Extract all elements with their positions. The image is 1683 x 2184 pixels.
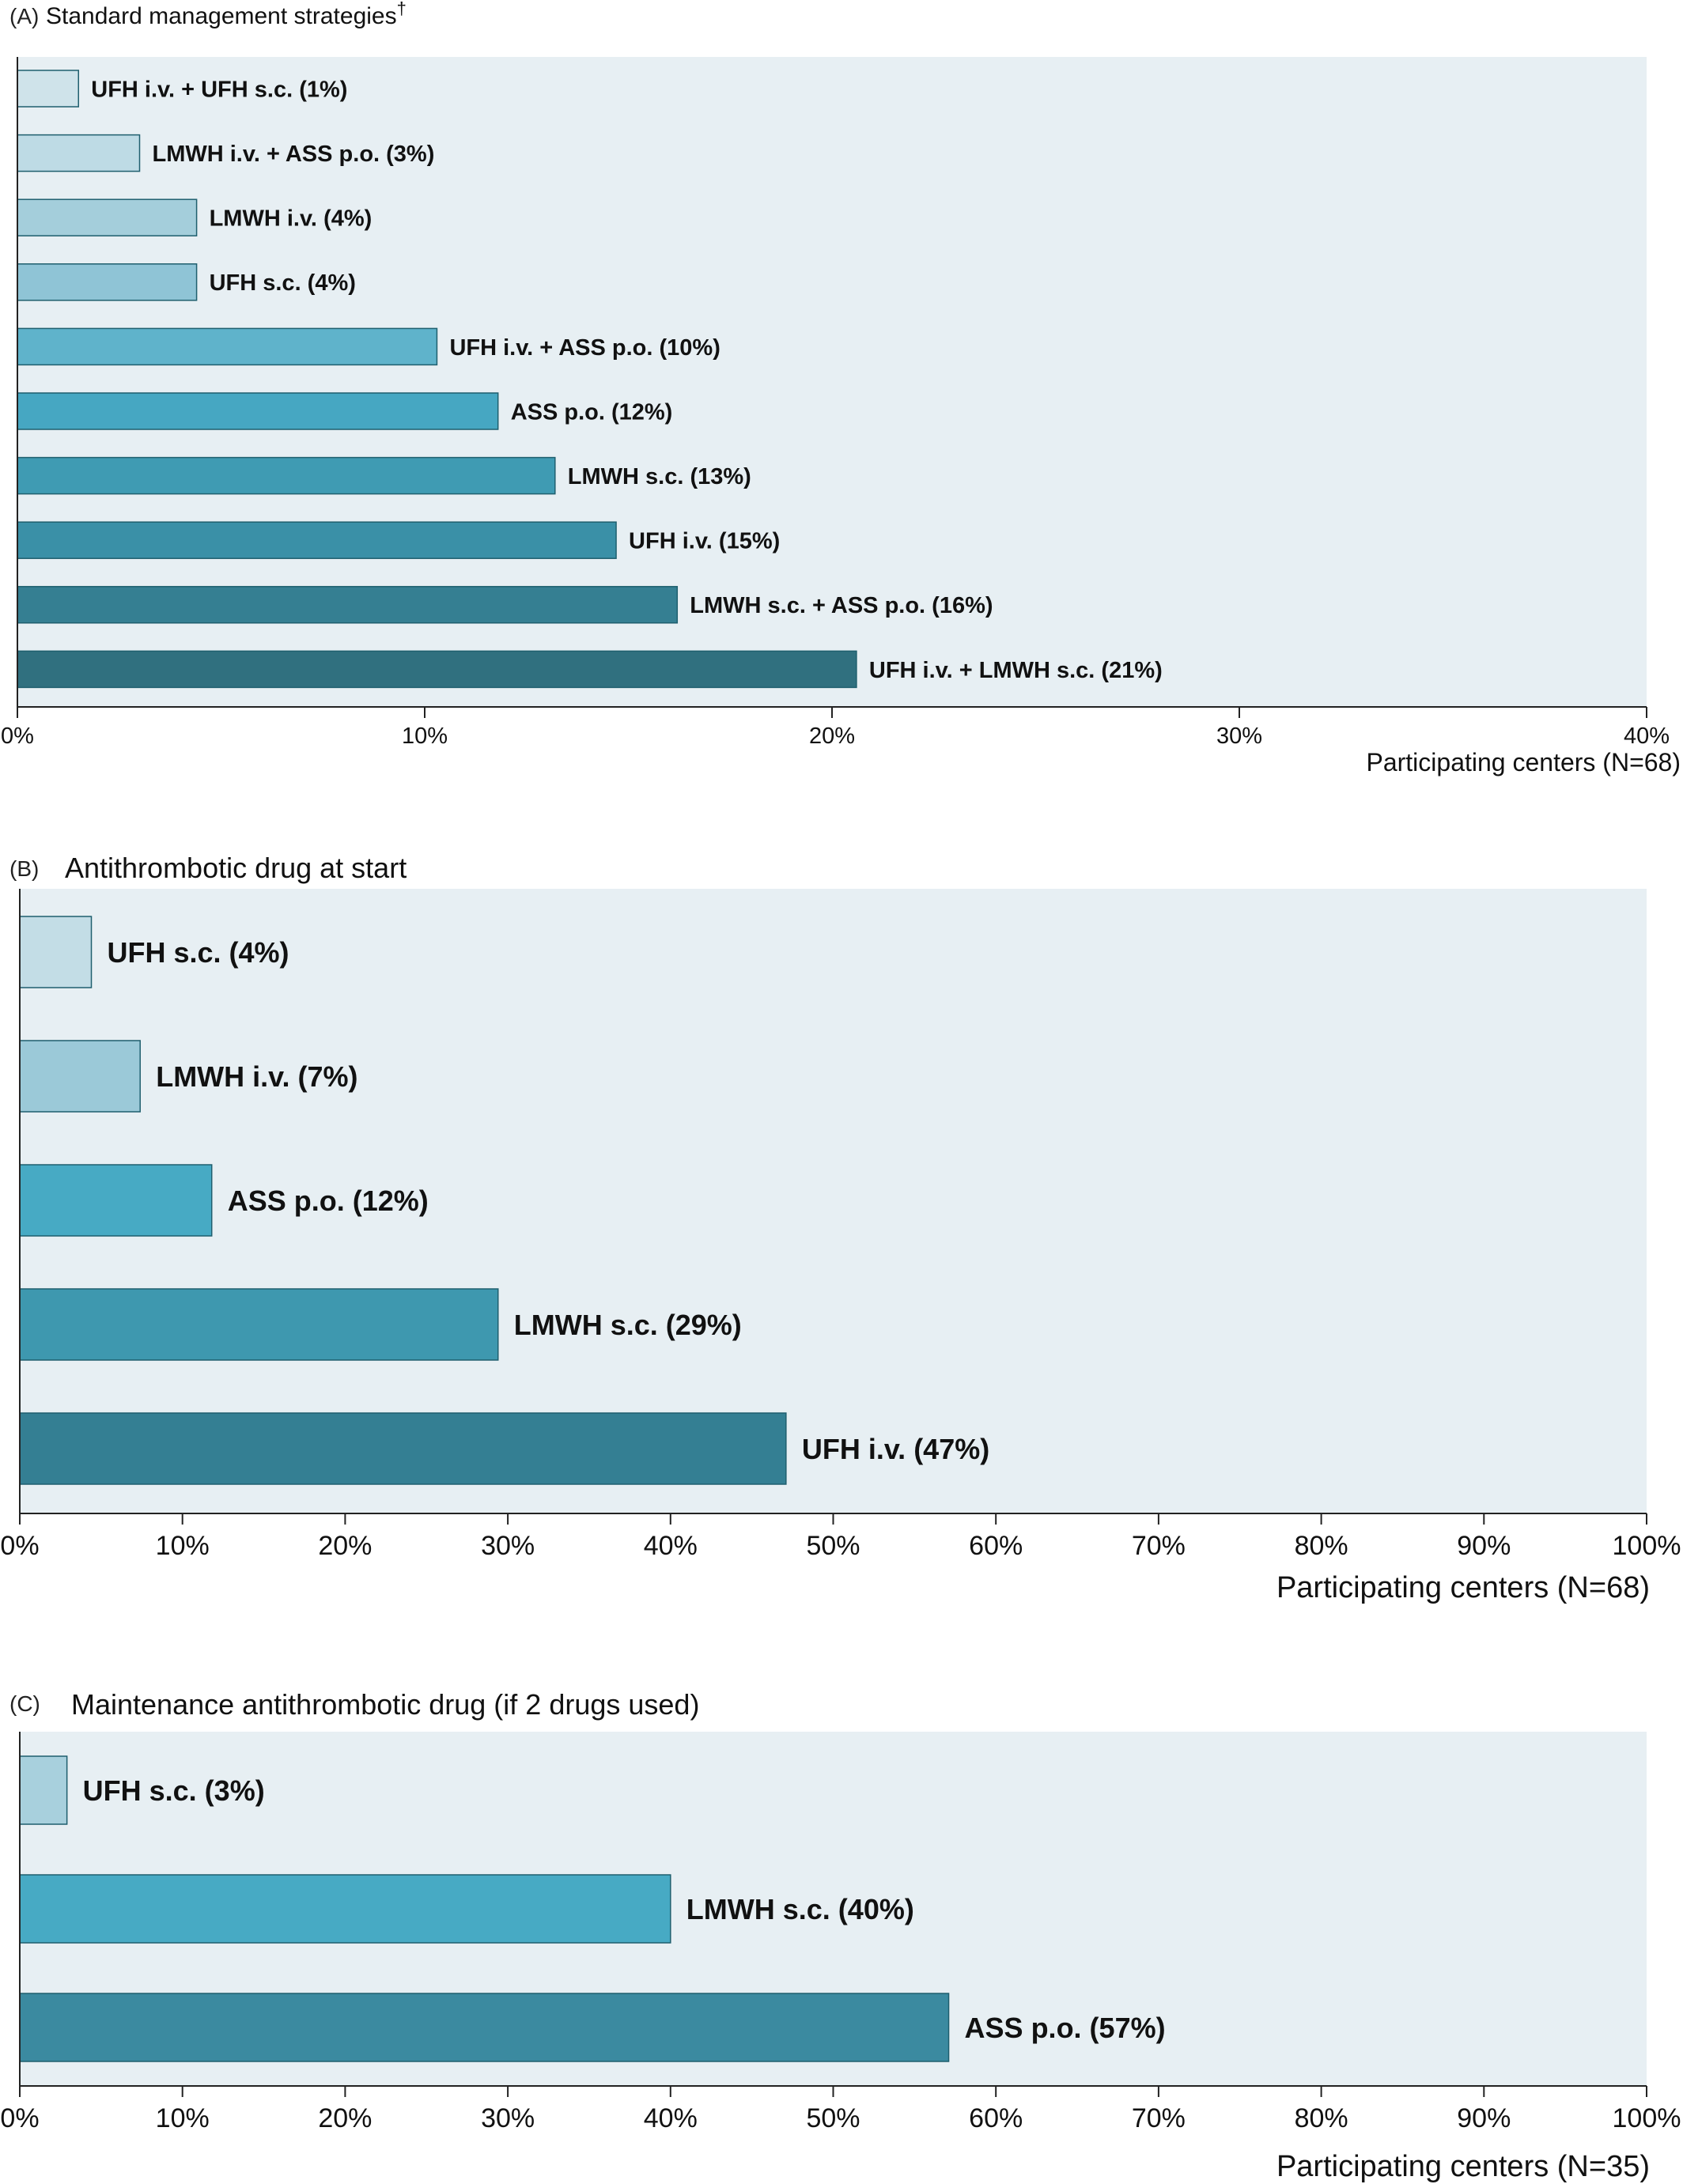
bar-label: LMWH s.c. (40%) — [686, 1893, 914, 1925]
bar — [17, 521, 617, 559]
bar-label: ASS p.o. (57%) — [965, 2012, 1166, 2044]
x-tick-label: 0% — [1, 724, 34, 749]
bar-label: UFH i.v. (47%) — [802, 1433, 989, 1465]
bar — [19, 1288, 499, 1361]
x-tick-label: 70% — [1132, 2103, 1186, 2133]
x-tick-label: 30% — [481, 2103, 535, 2133]
panel-b-xlabel: Participating centers (N=68) — [1276, 1571, 1650, 1604]
bar — [17, 263, 198, 301]
panel-a-axes — [17, 57, 1647, 718]
bar-label: ASS p.o. (12%) — [228, 1185, 429, 1217]
panel-a-bars — [17, 70, 857, 689]
bar-label: LMWH i.v. (4%) — [210, 206, 373, 232]
x-tick-label: 100% — [1613, 2103, 1681, 2133]
panel-a-xlabel: Participating centers (N=68) — [1366, 748, 1681, 776]
panel-c-letter: (C) — [9, 1691, 40, 1716]
bar — [17, 134, 141, 172]
bar-label: LMWH s.c. (29%) — [514, 1309, 742, 1341]
panel-a-letter: (A) — [9, 4, 39, 28]
x-tick-label: 20% — [318, 1531, 372, 1561]
panel-a-title-text: Standard management strategies — [46, 3, 397, 29]
bar — [19, 1993, 950, 2062]
bar-label: UFH i.v. + UFH s.c. (1%) — [91, 77, 347, 102]
x-tick-label: 30% — [1216, 724, 1262, 749]
panel-a-title: Standard management strategies† — [46, 0, 407, 29]
bar — [17, 650, 857, 689]
bar-label: UFH i.v. + LMWH s.c. (21%) — [869, 658, 1163, 683]
bar — [19, 1164, 213, 1237]
x-tick-label: 20% — [318, 2103, 372, 2133]
x-tick-label: 10% — [156, 2103, 210, 2133]
panel-a-tick-labels: 0% 10% 20% 30% 40% — [1, 724, 1670, 749]
bar-label: LMWH s.c. (13%) — [568, 464, 751, 489]
x-tick-label: 100% — [1613, 1531, 1681, 1561]
bar-label: UFH i.v. + ASS p.o. (10%) — [449, 335, 720, 361]
panel-c-title: Maintenance antithrombotic drug (if 2 dr… — [71, 1688, 699, 1721]
x-tick-label: 30% — [481, 1531, 535, 1561]
bar-label: LMWH s.c. + ASS p.o. (16%) — [690, 593, 993, 618]
panel-a-bar-labels: UFH i.v. + UFH s.c. (1%) LMWH i.v. + ASS … — [91, 77, 1163, 682]
panel-a: (A) Standard management strategies† UFH … — [1, 0, 1681, 776]
panel-b-bar-labels: UFH s.c. (4%) LMWH i.v. (7%) ASS p.o. (12%… — [108, 936, 990, 1465]
bar — [17, 586, 679, 624]
x-tick-label: 0% — [0, 2103, 39, 2133]
panel-c-xlabel: Participating centers (N=35) — [1276, 2150, 1650, 2183]
panel-a-title-sup: † — [397, 0, 407, 18]
panel-b-plot-area — [20, 889, 1647, 1513]
bar — [19, 1040, 141, 1113]
x-tick-label: 50% — [806, 2103, 860, 2133]
bar — [19, 1874, 671, 1944]
x-tick-label: 70% — [1132, 1531, 1186, 1561]
bar-label: UFH s.c. (3%) — [83, 1774, 265, 1807]
x-tick-label: 10% — [156, 1531, 210, 1561]
bar — [19, 1412, 787, 1485]
x-tick-label: 60% — [969, 2103, 1023, 2133]
x-tick-label: 60% — [969, 1531, 1023, 1561]
x-tick-label: 0% — [0, 1531, 39, 1561]
x-tick-label: 40% — [1624, 724, 1670, 749]
bar — [17, 456, 556, 495]
x-tick-label: 20% — [809, 724, 855, 749]
bar-label: UFH s.c. (4%) — [210, 270, 356, 296]
bar — [17, 327, 438, 366]
panel-c-bar-labels: UFH s.c. (3%) LMWH s.c. (40%) ASS p.o. (57… — [83, 1774, 1166, 2044]
bar — [17, 70, 79, 108]
bar-label: LMWH i.v. (7%) — [156, 1060, 357, 1093]
x-tick-label: 50% — [806, 1531, 860, 1561]
panel-b-axes — [19, 889, 1647, 1525]
panel-b-tick-labels: 0% 10% 20% 30% 40% 50% 60% 70% 80% 90% 100% — [0, 1531, 1681, 1561]
panel-b: (B) Antithrombotic drug at start UFH s.c… — [0, 852, 1681, 1604]
panel-c: (C) Maintenance antithrombotic drug (if … — [0, 1688, 1681, 2183]
x-tick-label: 80% — [1295, 1531, 1348, 1561]
bar-label: UFH i.v. (15%) — [629, 529, 780, 554]
x-tick-label: 80% — [1295, 2103, 1348, 2133]
x-tick-label: 40% — [644, 1531, 698, 1561]
panel-b-title: Antithrombotic drug at start — [65, 852, 407, 884]
bar-label: LMWH i.v. + ASS p.o. (3%) — [153, 142, 435, 167]
bar — [19, 916, 93, 988]
x-tick-label: 90% — [1457, 2103, 1511, 2133]
panel-b-letter: (B) — [9, 856, 39, 881]
bar-label: UFH s.c. (4%) — [108, 936, 289, 969]
bar-label: ASS p.o. (12%) — [511, 399, 673, 425]
x-tick-label: 40% — [644, 2103, 698, 2133]
bar — [17, 392, 499, 430]
panel-b-bars — [19, 916, 787, 1485]
x-tick-label: 10% — [402, 724, 448, 749]
panel-c-axes — [19, 1732, 1647, 2097]
panel-c-tick-labels: 0% 10% 20% 30% 40% 50% 60% 70% 80% 90% 100% — [0, 2103, 1681, 2133]
panel-c-bars — [19, 1755, 950, 2062]
bar — [17, 198, 198, 236]
bar — [19, 1755, 68, 1825]
x-tick-label: 90% — [1457, 1531, 1511, 1561]
